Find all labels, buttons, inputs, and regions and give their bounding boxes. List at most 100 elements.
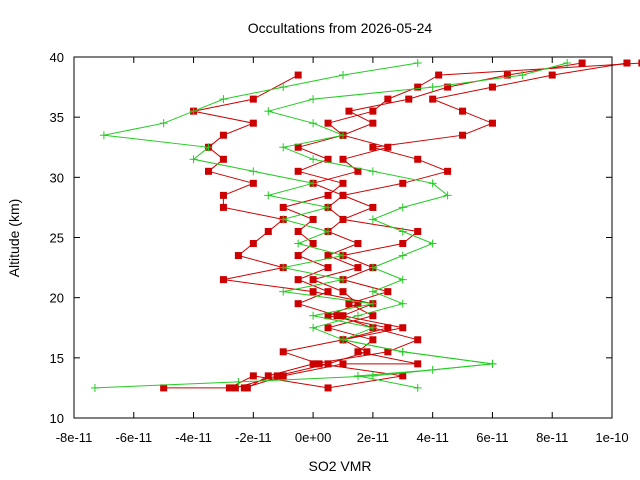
data-point [384, 288, 392, 296]
series-2 [240, 59, 631, 392]
data-point [444, 167, 452, 175]
data-point [294, 239, 303, 248]
y-tick-label: 35 [50, 110, 64, 125]
data-point [345, 300, 353, 308]
x-tick-label: 2e-11 [357, 430, 389, 445]
data-point [309, 360, 317, 368]
data-point [384, 95, 392, 103]
data-point [309, 95, 318, 104]
data-point [363, 348, 371, 356]
data-point [339, 179, 347, 187]
data-point [405, 95, 413, 103]
data-point [345, 107, 353, 115]
data-point [273, 372, 281, 380]
data-point [354, 240, 362, 248]
data-point [369, 203, 377, 211]
y-tick-label: 25 [50, 231, 64, 246]
data-point [234, 252, 242, 260]
series-line [244, 62, 627, 389]
series-1 [160, 71, 407, 392]
x-tick-label: 1e-10 [595, 430, 628, 445]
data-point [384, 324, 392, 332]
data-point [339, 360, 347, 368]
data-point [294, 276, 302, 284]
data-point [384, 143, 392, 151]
x-tick-label: -2e-11 [235, 430, 272, 445]
data-point [354, 167, 362, 175]
data-point [279, 348, 287, 356]
y-tick-label: 40 [50, 50, 64, 65]
data-point [354, 348, 362, 356]
x-tick-label: -8e-11 [56, 430, 93, 445]
data-point [160, 384, 168, 392]
data-point [309, 179, 318, 188]
series-line [235, 62, 583, 389]
data-point [264, 191, 273, 200]
data-point [189, 155, 198, 164]
series-line [163, 74, 403, 389]
data-point [354, 264, 362, 272]
data-point [339, 131, 347, 140]
data-point [339, 288, 347, 296]
data-point [249, 179, 257, 187]
x-tick-label: 6e-11 [476, 430, 508, 445]
x-tick-label: -4e-11 [175, 430, 212, 445]
data-point [413, 383, 422, 392]
data-point [264, 227, 272, 235]
data-point [324, 324, 332, 332]
data-point [324, 155, 332, 163]
x-tick-label: 8e-11 [536, 430, 568, 445]
data-point [398, 227, 407, 236]
chart-title: Occultations from 2026-05-24 [248, 20, 433, 36]
data-point [159, 119, 168, 128]
data-point [333, 312, 341, 320]
data-point [309, 240, 317, 248]
series-5 [90, 59, 497, 392]
data-point [279, 263, 288, 272]
data-point [279, 287, 288, 296]
data-point [548, 71, 556, 79]
data-point [204, 143, 213, 152]
y-tick-label: 15 [50, 351, 64, 366]
data-point [249, 240, 257, 248]
data-point [225, 384, 233, 392]
data-point [638, 59, 640, 67]
data-point [398, 275, 407, 284]
data-point [309, 155, 318, 164]
data-point [444, 83, 452, 91]
data-point [414, 155, 422, 163]
data-point [309, 288, 317, 296]
data-point [369, 143, 377, 151]
data-point [279, 372, 287, 380]
data-point [369, 119, 377, 127]
data-point [414, 83, 422, 91]
data-point [339, 215, 347, 223]
data-point [99, 131, 108, 140]
series-layer [90, 59, 640, 392]
data-point [243, 384, 251, 392]
data-point [249, 372, 257, 380]
data-point [488, 359, 497, 368]
y-tick-label: 10 [50, 411, 64, 426]
data-point [369, 336, 377, 344]
data-point [563, 59, 572, 68]
data-point [219, 191, 227, 199]
data-point [324, 191, 332, 199]
data-point [353, 371, 362, 380]
data-point [398, 203, 407, 212]
data-point [339, 155, 347, 163]
data-point [399, 372, 407, 380]
data-point [353, 311, 362, 320]
series-line [94, 62, 493, 389]
data-point [368, 299, 377, 308]
data-point [414, 227, 422, 235]
data-point [279, 215, 288, 224]
data-point [443, 191, 452, 200]
data-point [428, 239, 437, 248]
data-point [398, 251, 407, 260]
data-point [324, 312, 332, 320]
data-point [324, 203, 333, 212]
data-point [488, 119, 496, 127]
data-point [294, 252, 302, 260]
